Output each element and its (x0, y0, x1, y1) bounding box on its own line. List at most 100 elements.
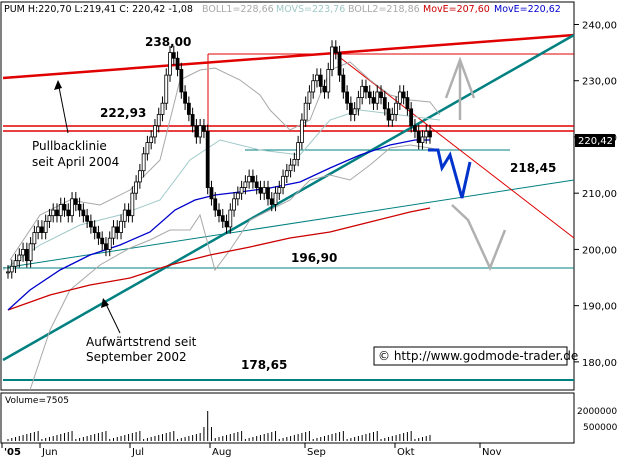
uptrend-text-1: Aufwärtstrend seit (86, 335, 197, 349)
candle-body (367, 91, 372, 98)
candle-body (371, 97, 376, 104)
candle-body (88, 220, 93, 228)
candle-body (413, 125, 417, 132)
candle-body (341, 74, 346, 93)
candle-body (130, 192, 135, 217)
candle-body (405, 97, 410, 110)
y-axis: 180,00190,00200,00210,00220,00230,00240,… (574, 20, 617, 369)
candle-body (296, 142, 301, 160)
upper-channel-line (2, 33, 575, 80)
candle-body (66, 209, 71, 217)
candle-body (205, 130, 210, 188)
candle-body (228, 209, 233, 228)
projection-gray-down (451, 204, 507, 272)
label-178: 178,65 (241, 358, 287, 372)
volume-bars (7, 411, 431, 441)
candle-body (62, 204, 67, 211)
candle-body (28, 243, 33, 262)
x-tick-label: Aug (212, 447, 232, 458)
uptrend-line (2, 33, 575, 362)
x-tick-label: '05 (4, 447, 21, 458)
volume-panel-frame (0, 392, 575, 444)
candle-body (273, 192, 278, 205)
candle-body (104, 243, 108, 250)
candle-body (43, 220, 48, 233)
candle-body (58, 204, 63, 217)
candle-body (364, 85, 368, 93)
candle-body (175, 57, 180, 70)
volume-label: Volume=7505 (5, 396, 69, 406)
candle-body (160, 102, 165, 115)
candle-body (40, 226, 44, 233)
candle-body (416, 130, 421, 143)
candle-body (21, 249, 25, 256)
candle-body (149, 136, 154, 143)
candle-body (262, 187, 267, 194)
candle-body (409, 108, 414, 127)
candle-body (77, 204, 82, 211)
moving-average-red (7, 207, 431, 311)
candle-body (107, 237, 112, 250)
y-tick-label: 240,00 (582, 20, 617, 31)
y-tick-label: 190,00 (582, 302, 617, 313)
price-panel-frame (0, 1, 575, 391)
candle-body (281, 175, 285, 188)
candle-body (186, 102, 191, 115)
lower-channel-line (2, 179, 575, 269)
candle-body (224, 220, 229, 228)
candle-body (243, 181, 248, 188)
candle-body (51, 209, 56, 217)
candle-body (235, 192, 240, 200)
candle-body (96, 232, 101, 239)
volume-tick-high: 2000000 (577, 407, 617, 417)
candle-body (85, 215, 90, 222)
candle-body (247, 175, 252, 183)
header-boll1: BOLL1=228,66 (202, 4, 274, 15)
label-222: 222,93 (100, 106, 146, 120)
candle-body (115, 226, 120, 233)
chart-header: PUM H:220,70 L:219,41 C: 220,42 -1,08 BO… (4, 4, 561, 15)
candle-body (266, 187, 270, 200)
label-218: 218,45 (510, 161, 556, 175)
candle-body (24, 249, 29, 262)
x-axis: '05 Jun Jul Aug Sep Okt Nov (1, 443, 502, 458)
candle-body (194, 125, 199, 138)
candle-body (322, 85, 327, 93)
candle-body (134, 181, 139, 194)
candle-body (397, 91, 402, 104)
candle-body (168, 52, 172, 76)
x-tick-label: Sep (307, 447, 326, 458)
header-boll2: BOLL2=218,86 (348, 4, 420, 15)
candle-body (258, 187, 263, 194)
header-move1: MovE=207,60 (423, 4, 490, 15)
label-238: 238,00 (145, 35, 191, 49)
candle-body (153, 125, 157, 138)
candle-body (352, 108, 357, 115)
candle-body (386, 108, 391, 121)
candle-body (47, 215, 52, 222)
bollinger-upper (9, 61, 441, 261)
candle-body (6, 271, 10, 274)
candle-body (202, 125, 206, 132)
candle-body (401, 91, 406, 98)
x-tick-label: Okt (397, 447, 415, 458)
last-price-badge (575, 134, 615, 147)
projection-blue (428, 148, 472, 199)
candle-body (420, 136, 425, 143)
candle-body (36, 226, 41, 233)
arrow-pointer-icon (101, 298, 109, 308)
candle-body (356, 97, 361, 110)
candle-body (348, 102, 353, 115)
volume-tick-low: 500000 (583, 423, 618, 433)
candle-body (55, 209, 59, 217)
bollinger-lower (29, 144, 441, 391)
candle-body (164, 74, 169, 104)
copyright-link[interactable]: © http://www.godmode-trader.de (378, 349, 578, 363)
candle-body (17, 254, 22, 262)
candle-body (73, 198, 78, 205)
candle-body (122, 209, 127, 222)
candle-body (333, 46, 338, 54)
candle-body (269, 198, 274, 205)
candle-body (171, 52, 176, 59)
candle-body (277, 187, 282, 194)
